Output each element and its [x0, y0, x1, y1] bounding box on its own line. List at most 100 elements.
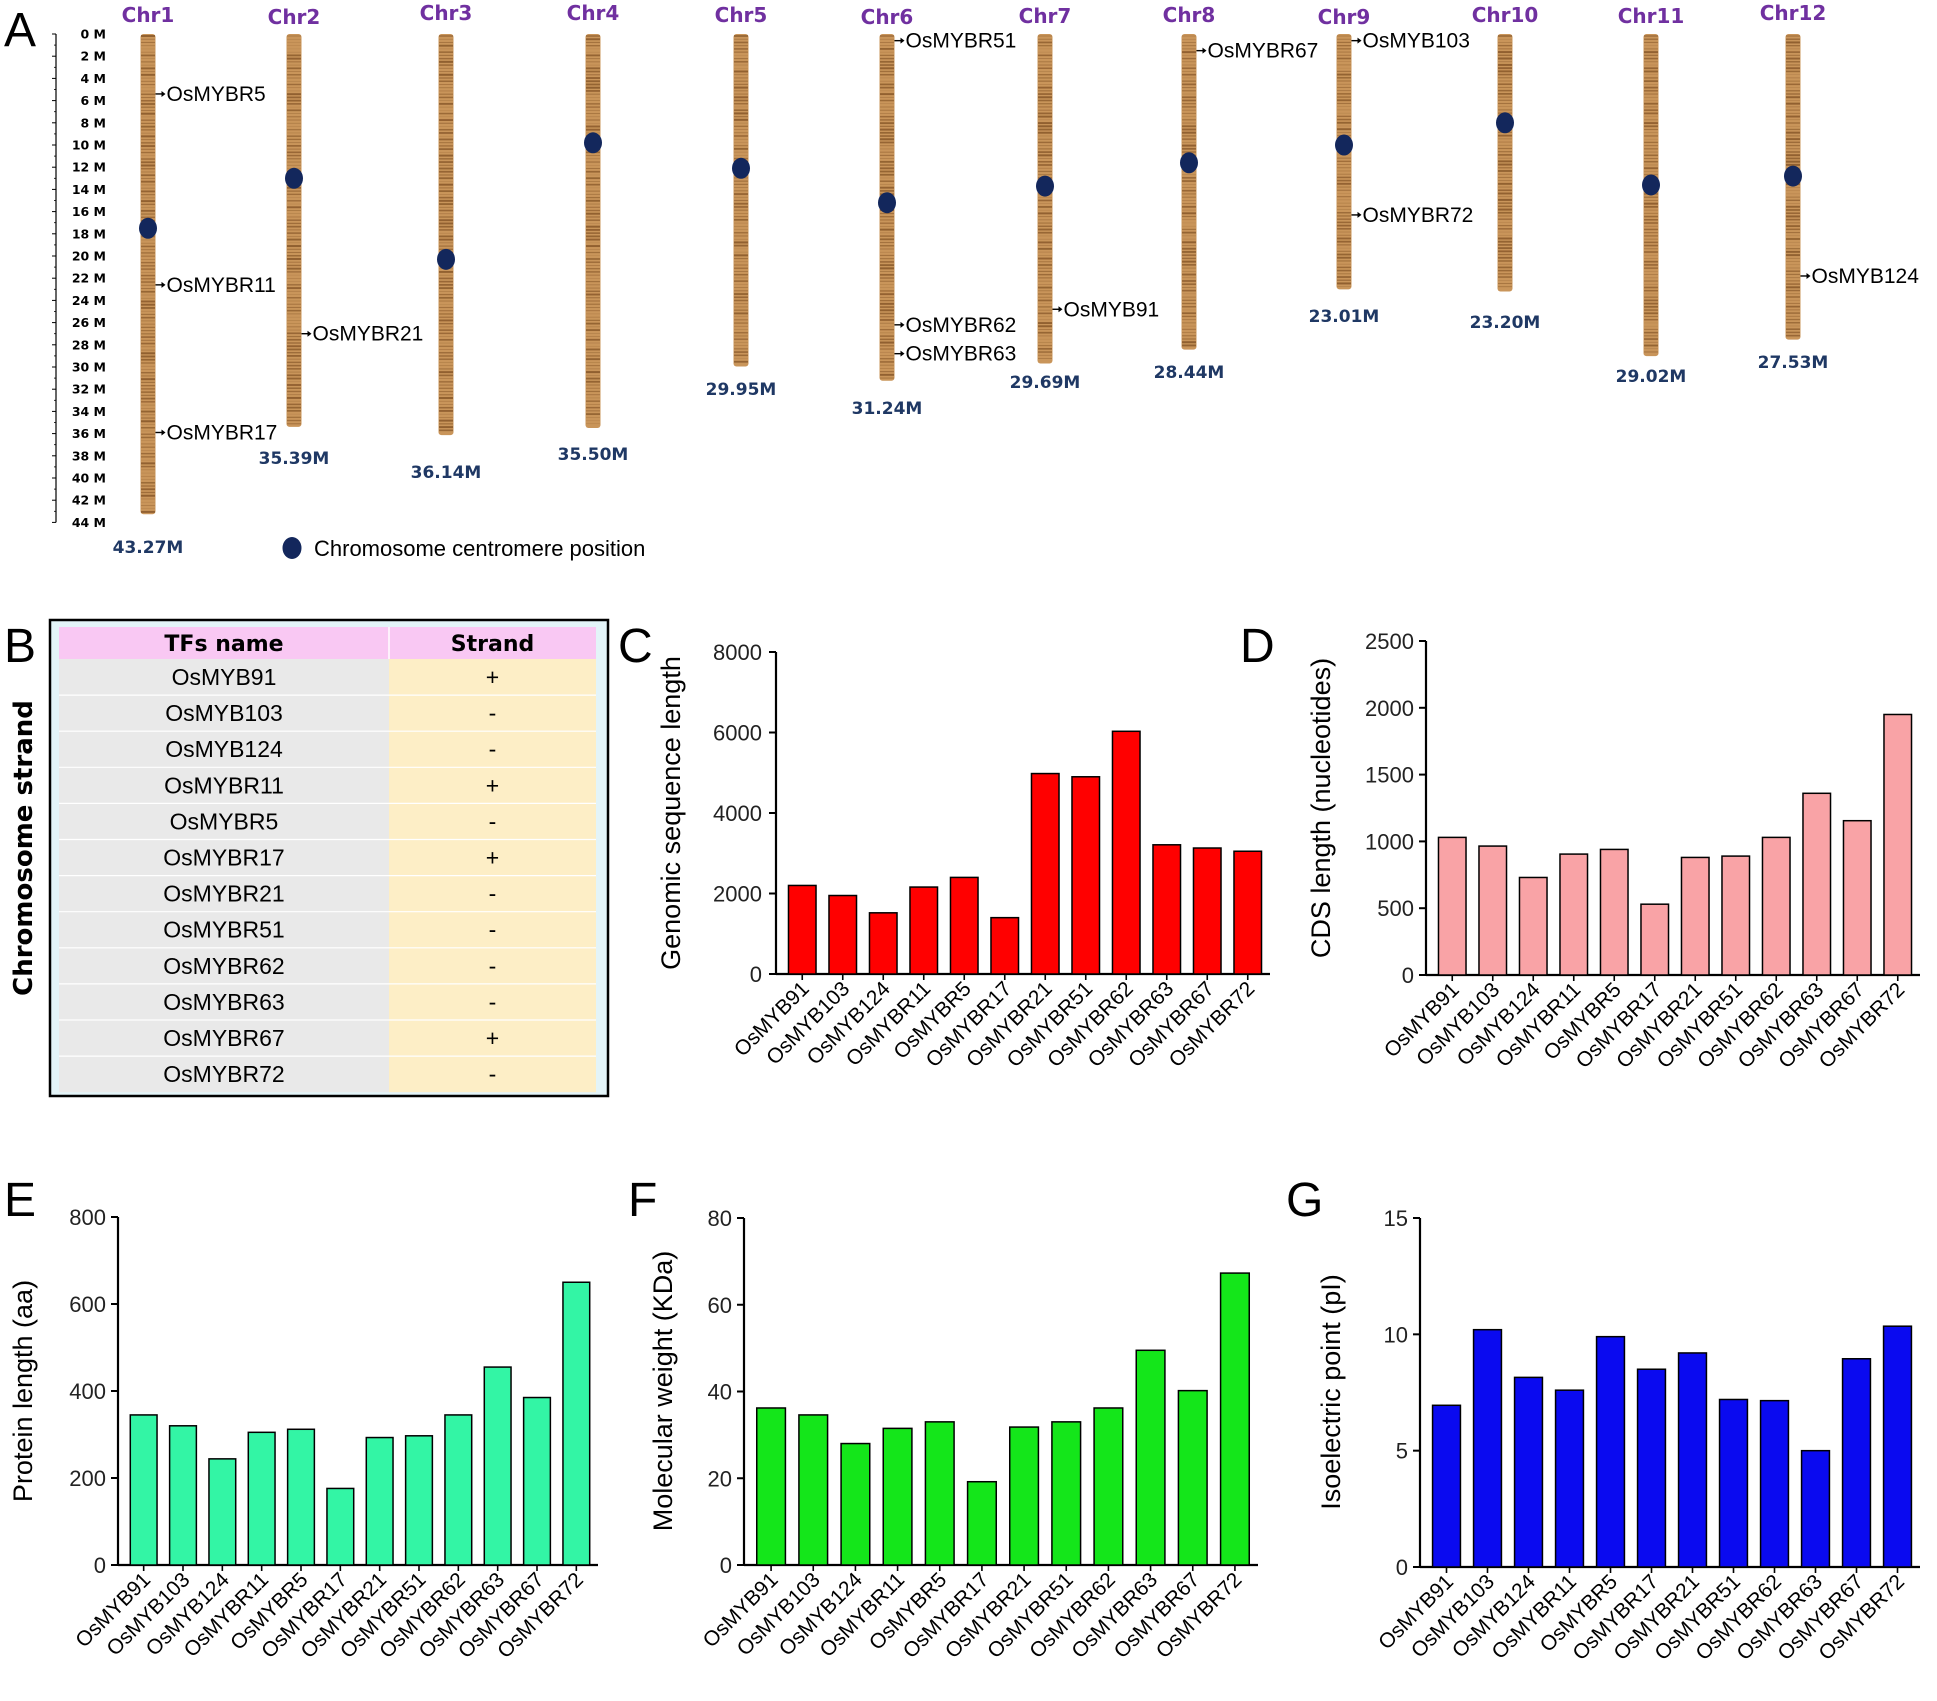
table-cell-strand: - — [489, 700, 497, 726]
y-tick-label: 20 — [708, 1466, 732, 1491]
table-row: OsMYBR17 + — [59, 838, 596, 871]
table-cell-strand: - — [489, 736, 497, 762]
bar-osmybr5 — [949, 876, 979, 975]
table-header-row — [59, 627, 596, 659]
centromere-marker — [584, 132, 602, 154]
chromosome-length: 29.02M — [1616, 367, 1687, 387]
scale-label: 14 M — [72, 182, 106, 197]
scale-label: 10 M — [72, 138, 106, 153]
chromosome-name: Chr10 — [1472, 3, 1539, 27]
table-cell-name: OsMYBR11 — [164, 772, 284, 798]
y-tick-label: 0 — [750, 962, 762, 987]
centromere-marker — [437, 248, 455, 270]
chromosome-body — [140, 34, 156, 515]
table-row: OsMYB103 - — [59, 694, 596, 726]
bar-osmybr11 — [247, 1431, 276, 1566]
bar-osmyb91 — [755, 1407, 787, 1566]
bar-osmybr5 — [924, 1421, 955, 1566]
chromosome-length: 23.20M — [1470, 313, 1541, 333]
table-cell-name: OsMYBR67 — [163, 1025, 284, 1051]
table-row: OsMYBR5 - — [59, 802, 596, 834]
bar-osmybr72 — [1233, 850, 1263, 975]
gene-arrowhead — [1058, 306, 1063, 313]
chromosome-length: 29.69M — [1010, 373, 1081, 393]
y-tick-label: 0 — [720, 1553, 732, 1578]
bar-osmybr63 — [1800, 1449, 1831, 1568]
bar-osmybr67 — [522, 1396, 552, 1566]
table-cell-name: OsMYB103 — [165, 700, 283, 726]
y-tick-label: 400 — [69, 1379, 106, 1404]
chromosome-chr1: Chr1 43.27M OsMYBR5 OsMYBR11 OsMYBR17 — [113, 3, 278, 558]
y-tick-label: 8000 — [713, 640, 762, 665]
panel-label-a: A — [4, 4, 36, 57]
table-cell-strand: - — [489, 917, 497, 943]
centromere-marker — [285, 167, 303, 189]
gene-label: OsMYBR17 — [167, 421, 278, 444]
table-cell-strand: + — [486, 664, 499, 690]
bar-osmybr5 — [1599, 848, 1629, 976]
bar-osmybr17 — [966, 1480, 998, 1566]
chromosome-chr12: Chr12 27.53M OsMYB124 — [1758, 1, 1920, 373]
gene-label: OsMYBR67 — [1208, 40, 1319, 63]
bar-osmyb124 — [1518, 876, 1548, 976]
chromosome-chr5: Chr5 29.95M — [706, 3, 777, 400]
y-axis-title: Molecular weight (KDa) — [648, 1251, 678, 1532]
bar-osmybr17 — [326, 1487, 355, 1566]
chromosome-name: Chr2 — [268, 5, 321, 29]
chromosome-body — [1497, 34, 1513, 292]
gene-label: OsMYBR51 — [906, 30, 1017, 53]
bar-osmyb103 — [168, 1425, 198, 1566]
table-cell-strand: - — [489, 953, 497, 979]
bar-osmyb124 — [868, 912, 898, 975]
panel-label-f: F — [628, 1174, 657, 1227]
bar-osmybr72 — [1882, 1325, 1913, 1568]
gene-arrowhead — [161, 281, 166, 288]
bar-osmybr72 — [1883, 713, 1913, 976]
scale-label: 8 M — [81, 115, 107, 130]
bar-osmybr21 — [365, 1436, 394, 1566]
chromosome-length: 43.27M — [113, 538, 184, 558]
scale-label: 12 M — [72, 160, 106, 175]
table-cell-strand: - — [489, 808, 497, 834]
y-tick-label: 4000 — [713, 801, 762, 826]
table-cell-name: OsMYBR62 — [163, 953, 284, 979]
table-cell-strand: - — [489, 1061, 497, 1087]
bar-osmybr62 — [444, 1414, 473, 1566]
panel-label-b: B — [4, 620, 36, 673]
gene-label: OsMYBR21 — [313, 323, 424, 346]
chromosome-chr4: Chr4 35.50M — [558, 1, 629, 465]
bar-osmybr11 — [1554, 1389, 1585, 1568]
bar-osmybr51 — [1051, 1421, 1082, 1566]
table-row: OsMYBR21 - — [59, 874, 596, 907]
y-tick-label: 600 — [69, 1292, 106, 1317]
chromosome-chr11: Chr11 29.02M — [1616, 4, 1687, 387]
table-header-strand: Strand — [451, 632, 534, 657]
scale-label: 22 M — [72, 271, 106, 286]
bar-osmybr67 — [1177, 1389, 1208, 1566]
bar-osmybr5 — [286, 1428, 316, 1566]
bar-osmybr62 — [1111, 730, 1141, 975]
y-tick-label: 15 — [1384, 1206, 1408, 1231]
scale-label: 6 M — [81, 93, 107, 108]
y-tick-label: 0 — [1402, 963, 1414, 988]
chromosome-chr2: Chr2 35.39M OsMYBR21 — [259, 5, 424, 469]
chromosome-length: 28.44M — [1154, 363, 1225, 383]
scale-label: 32 M — [72, 382, 106, 397]
y-tick-label: 5 — [1396, 1439, 1408, 1464]
table-row: OsMYBR67 + — [59, 1019, 596, 1051]
scale-label: 0 M — [81, 27, 107, 42]
scale-label: 4 M — [81, 71, 107, 86]
table-cell-name: OsMYBR21 — [163, 881, 284, 907]
bar-osmybr62 — [1761, 836, 1791, 976]
chromosome-name: Chr3 — [420, 1, 473, 25]
y-tick-label: 80 — [708, 1206, 732, 1231]
y-tick-label: 0 — [1396, 1555, 1408, 1580]
bar-osmybr51 — [1071, 776, 1101, 975]
y-tick-label: 60 — [708, 1293, 732, 1318]
y-tick-label: 2000 — [713, 882, 762, 907]
bar-osmyb124 — [840, 1442, 871, 1566]
centromere-marker — [878, 192, 896, 214]
legend-label: Chromosome centromere position — [314, 536, 645, 561]
gene-arrowhead — [161, 90, 166, 97]
